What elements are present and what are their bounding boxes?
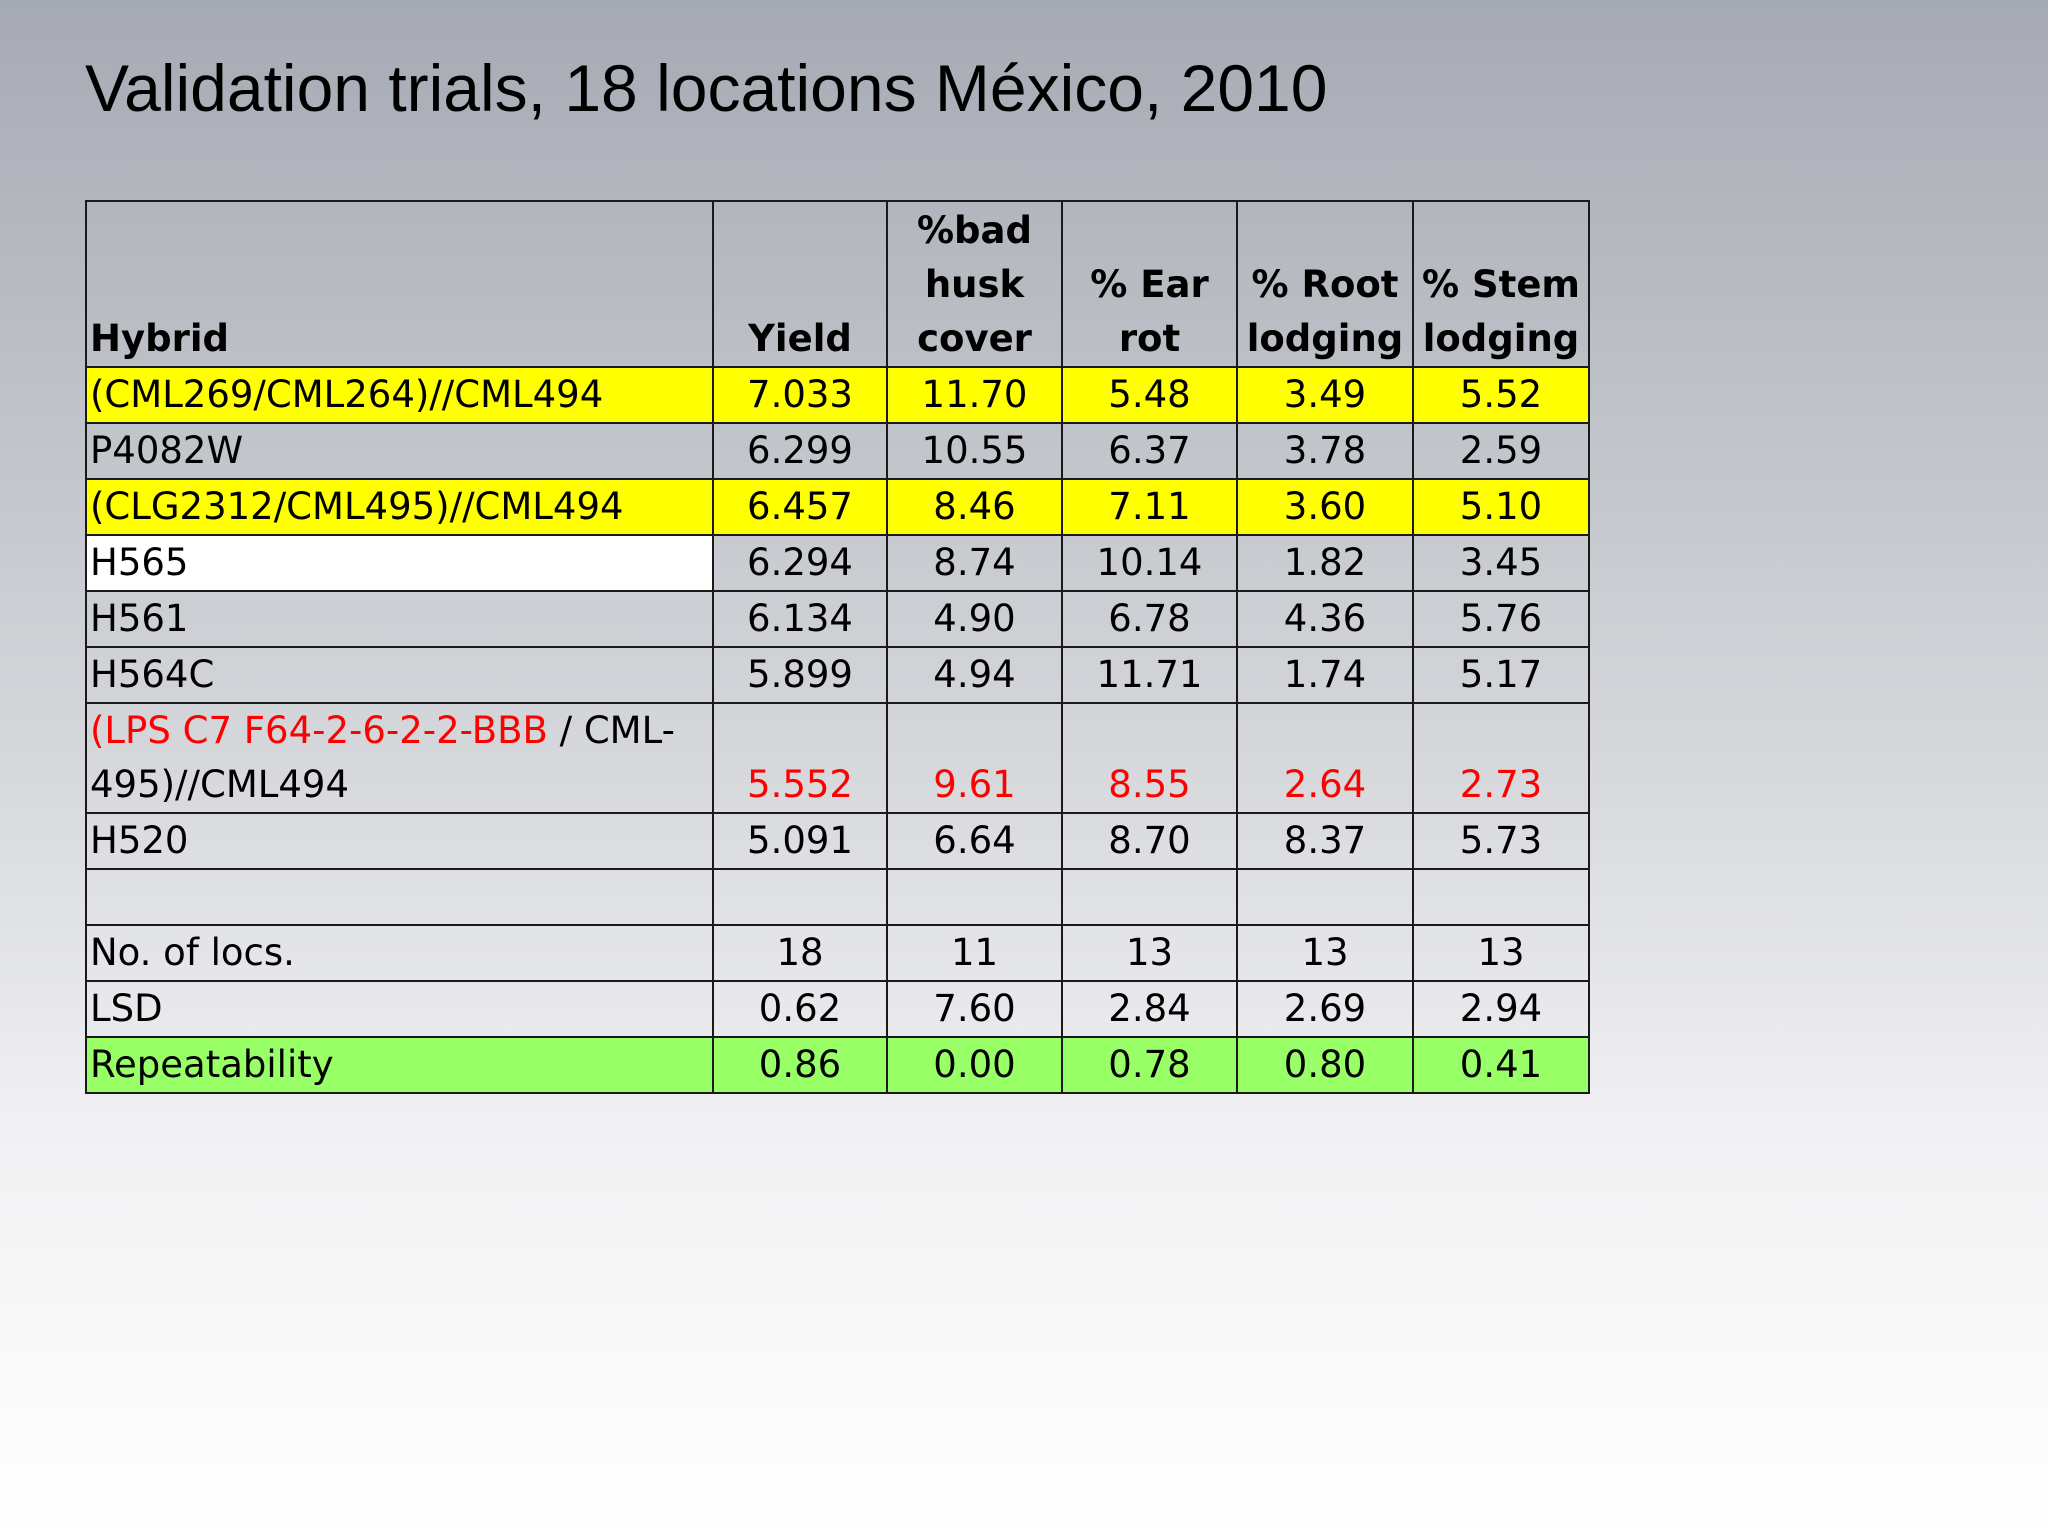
hybrid-name: (CML269/CML264)//CML494: [85, 366, 714, 424]
bad-husk-value: 11: [886, 924, 1063, 982]
stem-lodging-value: 2.94: [1412, 980, 1590, 1038]
hybrid-name: H564C: [85, 646, 714, 704]
hybrid-name: (LPS C7 F64-2-6-2-2-BBB / CML-495)//CML4…: [85, 702, 714, 814]
yield-value: 0.86: [712, 1036, 888, 1094]
table-row: (LPS C7 F64-2-6-2-2-BBB / CML-495)//CML4…: [85, 702, 1590, 814]
table-header-row: Hybrid Yield %bad husk cover % Ear rot %…: [85, 200, 1590, 368]
ear-rot-value: 13: [1061, 924, 1238, 982]
empty-cell: [1061, 868, 1238, 926]
header-ear-rot: % Ear rot: [1061, 200, 1238, 368]
header-stem-lodging: % Stem lodging: [1412, 200, 1590, 368]
hybrid-name: (CLG2312/CML495)//CML494: [85, 478, 714, 536]
ear-rot-value: 5.48: [1061, 366, 1238, 424]
ear-rot-value: 7.11: [1061, 478, 1238, 536]
header-root-lodging: % Root lodging: [1236, 200, 1414, 368]
summary-label: No. of locs.: [85, 924, 714, 982]
summary-row-repeatability: Repeatability 0.86 0.00 0.78 0.80 0.41: [85, 1036, 1590, 1094]
header-hybrid: Hybrid: [85, 200, 714, 368]
yield-value: 5.091: [712, 812, 888, 870]
table-row: H565 6.294 8.74 10.14 1.82 3.45: [85, 534, 1590, 592]
root-lodging-value: 2.69: [1236, 980, 1414, 1038]
root-lodging-value: 3.60: [1236, 478, 1414, 536]
empty-cell: [85, 868, 714, 926]
stem-lodging-value: 0.41: [1412, 1036, 1590, 1094]
stem-lodging-value: 2.73: [1412, 702, 1590, 814]
root-lodging-value: 13: [1236, 924, 1414, 982]
empty-cell: [1236, 868, 1414, 926]
hybrid-name: P4082W: [85, 422, 714, 480]
root-lodging-value: 1.74: [1236, 646, 1414, 704]
table-row: H561 6.134 4.90 6.78 4.36 5.76: [85, 590, 1590, 648]
table-row: H564C 5.899 4.94 11.71 1.74 5.17: [85, 646, 1590, 704]
root-lodging-value: 3.78: [1236, 422, 1414, 480]
stem-lodging-value: 2.59: [1412, 422, 1590, 480]
root-lodging-value: 0.80: [1236, 1036, 1414, 1094]
summary-row-lsd: LSD 0.62 7.60 2.84 2.69 2.94: [85, 980, 1590, 1038]
empty-cell: [712, 868, 888, 926]
yield-value: 5.899: [712, 646, 888, 704]
bad-husk-value: 8.46: [886, 478, 1063, 536]
yield-value: 0.62: [712, 980, 888, 1038]
bad-husk-value: 6.64: [886, 812, 1063, 870]
root-lodging-value: 2.64: [1236, 702, 1414, 814]
header-bad-husk-cover: %bad husk cover: [886, 200, 1063, 368]
empty-row: [85, 868, 1590, 926]
hybrid-name: H520: [85, 812, 714, 870]
yield-value: 6.134: [712, 590, 888, 648]
yield-value: 7.033: [712, 366, 888, 424]
root-lodging-value: 4.36: [1236, 590, 1414, 648]
table-row: P4082W 6.299 10.55 6.37 3.78 2.59: [85, 422, 1590, 480]
hybrid-name-red-part: (LPS C7 F64-2-6-2-2-BBB: [90, 709, 548, 752]
summary-label: Repeatability: [85, 1036, 714, 1094]
ear-rot-value: 0.78: [1061, 1036, 1238, 1094]
empty-cell: [1412, 868, 1590, 926]
slide-title: Validation trials, 18 locations México, …: [85, 51, 1328, 125]
yield-value: 5.552: [712, 702, 888, 814]
stem-lodging-value: 5.10: [1412, 478, 1590, 536]
bad-husk-value: 4.94: [886, 646, 1063, 704]
bad-husk-value: 8.74: [886, 534, 1063, 592]
ear-rot-value: 8.70: [1061, 812, 1238, 870]
hybrid-name: H565: [85, 534, 714, 592]
yield-value: 6.457: [712, 478, 888, 536]
bad-husk-value: 9.61: [886, 702, 1063, 814]
ear-rot-value: 6.37: [1061, 422, 1238, 480]
stem-lodging-value: 13: [1412, 924, 1590, 982]
ear-rot-value: 11.71: [1061, 646, 1238, 704]
ear-rot-value: 8.55: [1061, 702, 1238, 814]
yield-value: 6.299: [712, 422, 888, 480]
stem-lodging-value: 5.17: [1412, 646, 1590, 704]
summary-label: LSD: [85, 980, 714, 1038]
bad-husk-value: 7.60: [886, 980, 1063, 1038]
validation-trials-table: Hybrid Yield %bad husk cover % Ear rot %…: [85, 200, 1590, 1094]
ear-rot-value: 10.14: [1061, 534, 1238, 592]
root-lodging-value: 8.37: [1236, 812, 1414, 870]
bad-husk-value: 4.90: [886, 590, 1063, 648]
hybrid-name-black-part: / CML-495)//CML494: [90, 709, 675, 806]
bad-husk-value: 0.00: [886, 1036, 1063, 1094]
header-yield: Yield: [712, 200, 888, 368]
root-lodging-value: 3.49: [1236, 366, 1414, 424]
summary-row-locations: No. of locs. 18 11 13 13 13: [85, 924, 1590, 982]
root-lodging-value: 1.82: [1236, 534, 1414, 592]
stem-lodging-value: 5.73: [1412, 812, 1590, 870]
ear-rot-value: 6.78: [1061, 590, 1238, 648]
yield-value: 18: [712, 924, 888, 982]
ear-rot-value: 2.84: [1061, 980, 1238, 1038]
stem-lodging-value: 5.52: [1412, 366, 1590, 424]
hybrid-name: H561: [85, 590, 714, 648]
table-row: (CML269/CML264)//CML494 7.033 11.70 5.48…: [85, 366, 1590, 424]
stem-lodging-value: 5.76: [1412, 590, 1590, 648]
yield-value: 6.294: [712, 534, 888, 592]
table-row: H520 5.091 6.64 8.70 8.37 5.73: [85, 812, 1590, 870]
empty-cell: [886, 868, 1063, 926]
bad-husk-value: 10.55: [886, 422, 1063, 480]
bad-husk-value: 11.70: [886, 366, 1063, 424]
table-row: (CLG2312/CML495)//CML494 6.457 8.46 7.11…: [85, 478, 1590, 536]
stem-lodging-value: 3.45: [1412, 534, 1590, 592]
